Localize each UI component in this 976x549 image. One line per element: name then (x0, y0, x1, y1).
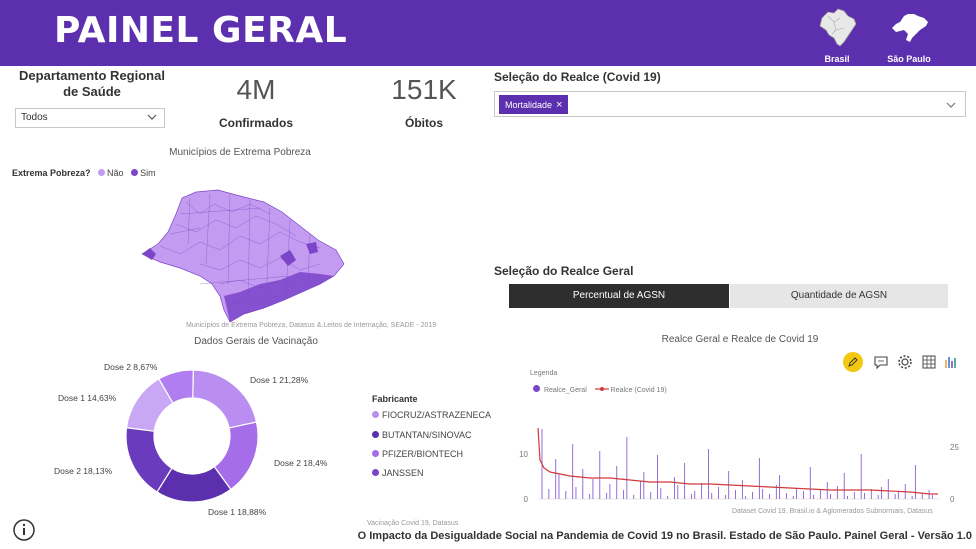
kpi-confirmados-value: 4M (236, 74, 276, 105)
line-legend: Realce_Geral Realce (Covid 19) (533, 385, 667, 394)
y-right-tick-25: 25 (950, 443, 959, 452)
nav-brasil-button[interactable]: Brasil (808, 4, 866, 66)
analytics-icon[interactable] (941, 352, 961, 372)
fabricante-item[interactable]: FIOCRUZ/ASTRAZENECA (372, 410, 491, 420)
realce-covid-label: Seleção do Realce (Covid 19) (494, 70, 661, 84)
selected-chip[interactable]: Mortalidade × (499, 95, 569, 114)
sao-paulo-municipalities-map[interactable] (140, 184, 350, 324)
line-chart-source: Dataset Covid 19. Brasil.io & Aglomerado… (732, 508, 933, 515)
fabricante-dot (372, 469, 379, 476)
quantidade-agsn-button[interactable]: Quantidade de AGSN (730, 284, 948, 308)
fabricante-dot (372, 411, 379, 418)
realce-geral-label: Seleção do Realce Geral (494, 264, 634, 278)
info-icon[interactable] (12, 518, 36, 542)
legend-realce-covid-line (594, 387, 609, 391)
fabricante-label: FIOCRUZ/ASTRAZENECA (382, 410, 492, 420)
y-left-tick-0: 0 (524, 495, 529, 504)
nav-brasil-label: Brasil (824, 54, 850, 64)
realce-covid-dropdown[interactable]: Mortalidade × (494, 91, 966, 117)
table-icon[interactable] (919, 352, 939, 372)
fabricante-dot (372, 450, 379, 457)
footer-caption: O Impacto da Desigualdade Social na Pand… (357, 530, 972, 542)
comment-icon[interactable] (871, 352, 891, 372)
fabricante-label: JANSSEN (382, 468, 424, 478)
fabricante-item[interactable]: JANSSEN (372, 468, 424, 478)
kpi-confirmados-label: Confirmados (218, 116, 293, 130)
vaccination-source: Vacinação Covid 19, Datasus (367, 520, 459, 527)
legend-dot-sim (131, 169, 139, 176)
donut-label-6: Dose 2 8,67% (104, 362, 158, 372)
page-title: PAINEL GERAL (54, 10, 348, 51)
dept-slicer-label: Departamento Regional de Saúde (19, 68, 165, 99)
kpi-obitos-label: Óbitos (405, 116, 443, 130)
legend-realce-geral-dot (533, 385, 540, 392)
legend-sim-label: Sim (140, 168, 156, 178)
dept-dropdown-value: Todos (21, 112, 48, 123)
fabricante-title: Fabricante (372, 394, 418, 404)
dept-dropdown[interactable]: Todos (15, 108, 165, 128)
donut-label-3: Dose 1 18,88% (208, 507, 267, 517)
pencil-icon[interactable] (843, 352, 863, 372)
y-left-tick-10: 10 (519, 450, 528, 459)
donut-label-1: Dose 1 21,28% (250, 375, 309, 385)
fabricante-item[interactable]: PFIZER/BIONTECH (372, 449, 463, 459)
map-legend: Extrema Pobreza? Não Sim (12, 168, 156, 178)
y-right-tick-0: 0 (950, 495, 955, 504)
sao-paulo-map-icon (892, 14, 928, 42)
realce-covid-line (537, 427, 938, 495)
fabricante-label: BUTANTAN/SINOVAC (382, 430, 472, 440)
donut-label-2: Dose 2 18,4% (274, 458, 328, 468)
fabricante-label: PFIZER/BIONTECH (382, 449, 464, 459)
donut-slice[interactable] (192, 369, 258, 429)
legend-realce-covid-label: Realce (Covid 19) (610, 387, 667, 394)
kpi-obitos-value: 151K (391, 74, 457, 105)
donut-title: Dados Gerais de Vacinação (194, 336, 318, 347)
donut-slice[interactable] (158, 369, 194, 404)
realce-line-chart[interactable]: 10 0 25 0 (510, 420, 970, 508)
brazil-map-icon (819, 8, 857, 47)
donut-label-4: Dose 2 18,13% (54, 466, 113, 476)
legend-nao-label: Não (107, 168, 124, 178)
realce-geral-bars (541, 429, 933, 499)
map-title: Municípios de Extrema Pobreza (169, 147, 311, 158)
nav-sao-paulo-button[interactable]: São Paulo (880, 4, 938, 66)
percentual-agsn-button[interactable]: Percentual de AGSN (509, 284, 729, 308)
vaccination-donut-chart[interactable] (122, 366, 262, 506)
legend-dot-nao (98, 169, 106, 176)
map-legend-title: Extrema Pobreza? (12, 168, 91, 178)
gear-icon[interactable] (895, 352, 915, 372)
line-legend-title: Legenda (530, 370, 558, 377)
chip-remove-icon[interactable]: × (556, 99, 563, 111)
chip-label: Mortalidade (505, 100, 553, 110)
donut-label-5: Dose 1 14,63% (58, 393, 117, 403)
legend-realce-geral-label: Realce_Geral (543, 387, 587, 394)
fabricante-item[interactable]: BUTANTAN/SINOVAC (372, 430, 472, 440)
fabricante-dot (372, 431, 379, 438)
map-source: Municípios de Extrema Pobreza, Datasus &… (186, 322, 437, 329)
chevron-down-icon (147, 114, 157, 120)
line-chart-title: Realce Geral e Realce de Covid 19 (661, 334, 819, 345)
header-bar: PAINEL GERAL Brasil São Paulo (0, 0, 976, 66)
chevron-down-icon (946, 102, 956, 108)
nav-sao-paulo-label: São Paulo (887, 54, 931, 64)
